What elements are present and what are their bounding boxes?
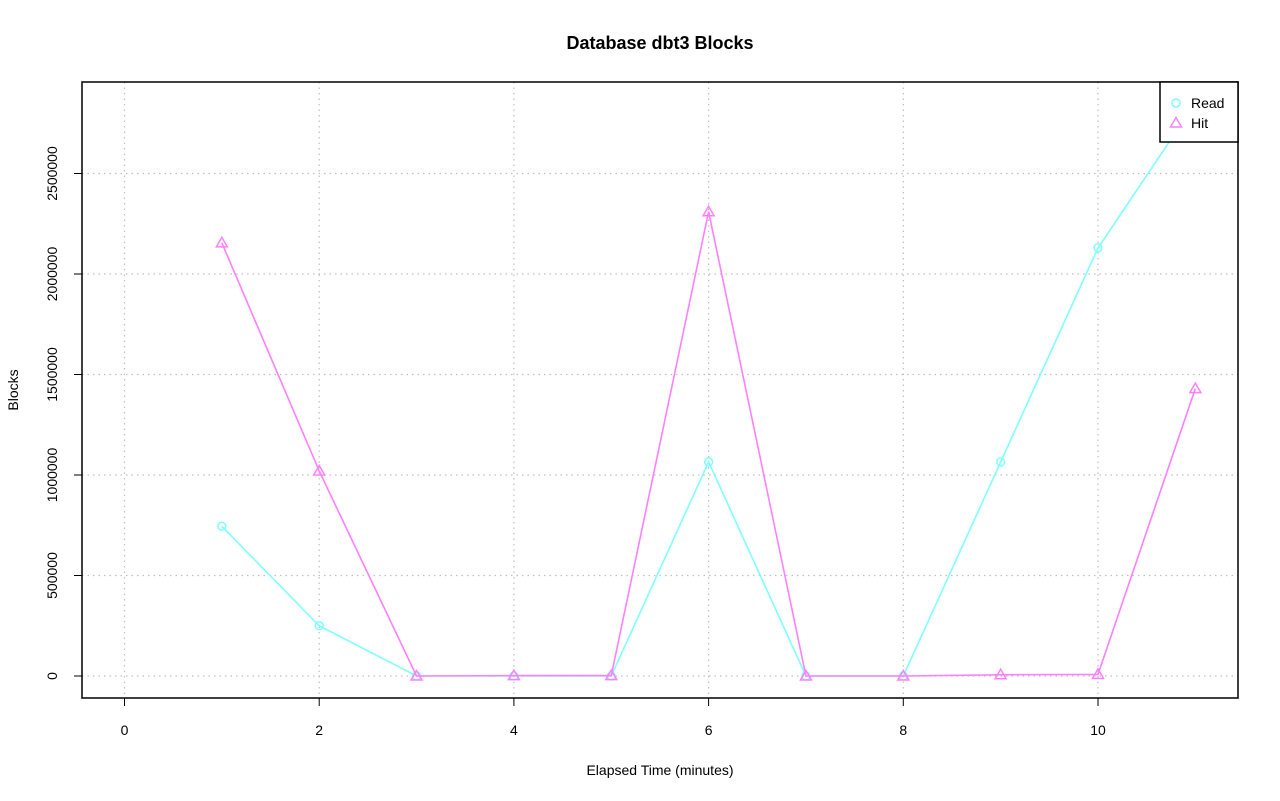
data-point-hit xyxy=(312,463,327,476)
data-point-read xyxy=(314,621,324,631)
data-point-read xyxy=(995,457,1006,467)
y-axis: 0 500000 1000000 1500000 2000000 2500000 xyxy=(44,146,83,680)
data-point-hit xyxy=(1091,667,1105,680)
y-tick-label: 0 xyxy=(44,672,60,680)
y-tick-label: 2500000 xyxy=(44,146,60,201)
data-point-hit xyxy=(215,235,229,248)
series-read xyxy=(217,98,1201,681)
y-tick-label: 1500000 xyxy=(44,347,60,402)
x-tick-label: 4 xyxy=(510,722,518,738)
y-tick-label: 500000 xyxy=(44,552,60,599)
series-line-read xyxy=(221,102,1197,677)
data-point-hit xyxy=(1188,381,1203,394)
legend: Read Hit xyxy=(1159,81,1239,143)
legend-label-hit: Hit xyxy=(1191,115,1208,131)
x-axis: 0 2 4 6 8 10 xyxy=(121,697,1106,738)
series-layer xyxy=(215,98,1203,681)
data-point-hit xyxy=(507,668,521,681)
grid xyxy=(82,82,1238,698)
y-tick-label: 1000000 xyxy=(44,448,60,503)
data-point-hit xyxy=(604,668,619,681)
y-tick-label: 2000000 xyxy=(44,247,60,302)
legend-box xyxy=(1159,81,1239,143)
data-point-hit xyxy=(409,669,424,681)
x-tick-label: 0 xyxy=(121,722,129,738)
data-point-hit xyxy=(701,204,716,217)
y-axis-label: Blocks xyxy=(5,369,21,410)
data-point-hit xyxy=(896,669,911,681)
x-tick-label: 10 xyxy=(1090,722,1106,738)
data-point-hit xyxy=(799,669,813,681)
legend-label-read: Read xyxy=(1191,95,1224,111)
series-line-hit xyxy=(221,211,1197,677)
series-hit xyxy=(215,204,1203,681)
data-point-hit xyxy=(993,667,1008,680)
chart-title: Database dbt3 Blocks xyxy=(566,33,753,53)
data-point-read xyxy=(703,457,714,467)
x-tick-label: 8 xyxy=(899,722,907,738)
x-axis-label: Elapsed Time (minutes) xyxy=(586,762,733,778)
data-point-read xyxy=(217,521,227,532)
x-tick-label: 2 xyxy=(315,722,323,738)
data-point-read xyxy=(1093,243,1103,253)
legend-marker-read xyxy=(1171,98,1181,108)
x-tick-label: 6 xyxy=(705,722,713,738)
legend-marker-hit xyxy=(1169,116,1183,128)
plot-frame xyxy=(81,81,1239,699)
